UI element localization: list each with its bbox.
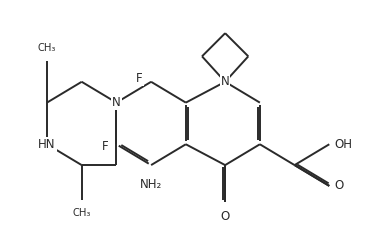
Text: NH₂: NH₂ bbox=[140, 178, 162, 191]
Text: F: F bbox=[136, 72, 143, 85]
Text: OH: OH bbox=[334, 138, 352, 151]
Text: O: O bbox=[334, 179, 343, 192]
Text: N: N bbox=[112, 96, 121, 109]
Text: N: N bbox=[221, 75, 229, 88]
Text: HN: HN bbox=[38, 138, 56, 151]
Text: CH₃: CH₃ bbox=[38, 43, 56, 53]
Text: O: O bbox=[221, 210, 230, 223]
Text: F: F bbox=[101, 140, 108, 153]
Text: CH₃: CH₃ bbox=[73, 208, 91, 218]
